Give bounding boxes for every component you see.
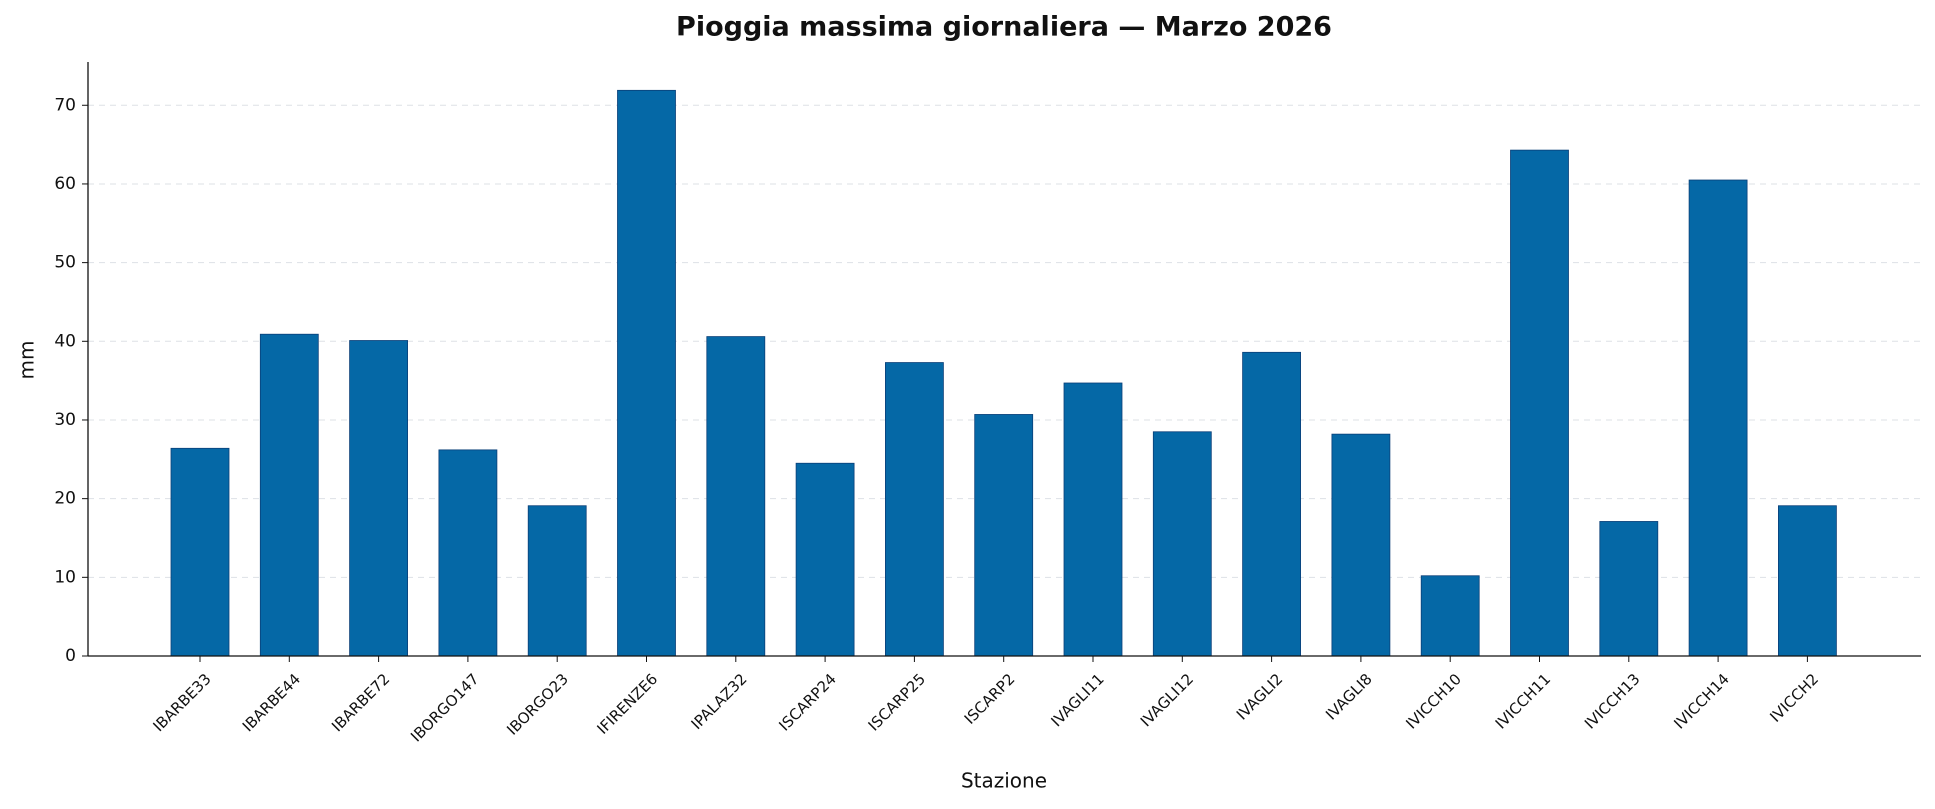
x-tick-label: ISCARP24 (775, 670, 840, 735)
y-tick-label: 30 (54, 410, 76, 430)
bar (1152, 431, 1212, 657)
x-tick-label: IVICCH10 (1402, 670, 1465, 733)
bar (527, 505, 587, 657)
x-tick-label: IVICCH13 (1581, 670, 1644, 733)
bar (1688, 179, 1748, 657)
x-tick-label: IVICCH14 (1670, 670, 1733, 733)
y-axis-label: mm (15, 341, 39, 380)
x-axis-label: Stazione (961, 769, 1047, 793)
bar (259, 333, 319, 657)
bar (974, 414, 1034, 657)
x-tick-label: ISCARP2 (961, 670, 1019, 728)
x-tick-label: IBARBE44 (239, 670, 304, 735)
x-tick-label: IBORGO23 (503, 670, 572, 739)
y-tick-label: 50 (54, 253, 76, 273)
bar (1599, 521, 1659, 657)
x-tick-label: ISCARP25 (865, 670, 930, 735)
bar (1242, 351, 1301, 657)
bar (170, 447, 230, 657)
y-tick-label: 60 (54, 174, 76, 194)
bar (706, 336, 766, 657)
x-tick-label: IBARBE72 (328, 670, 393, 735)
bar (1510, 149, 1569, 657)
bar (1420, 575, 1480, 657)
bar (1778, 505, 1837, 657)
x-tick-label: IBORGO147 (407, 670, 482, 745)
chart-title: Pioggia massima giornaliera — Marzo 2026 (676, 12, 1332, 43)
x-tick-label: IVICCH2 (1766, 670, 1822, 726)
x-tick-label: IBARBE33 (150, 670, 215, 735)
bar (617, 89, 676, 657)
x-tick-label: IVICCH11 (1492, 670, 1555, 733)
y-tick-label: 70 (54, 95, 76, 115)
bar (349, 340, 409, 657)
x-tick-label: IVAGLI11 (1047, 670, 1107, 730)
x-tick-label: IPALAZ32 (688, 670, 751, 733)
x-tick-label: IFIRENZE6 (593, 670, 661, 738)
x-tick-label: IVAGLI12 (1137, 670, 1197, 730)
x-tick-label: IVAGLI2 (1233, 670, 1287, 724)
bar (1063, 382, 1123, 657)
bar (795, 462, 855, 657)
y-tick-label: 0 (65, 646, 76, 666)
y-tick-label: 20 (54, 489, 76, 509)
bar (1331, 433, 1391, 657)
x-tick-label: IVAGLI8 (1322, 670, 1376, 724)
bar (438, 449, 498, 657)
y-tick-label: 10 (54, 567, 76, 587)
bar (885, 362, 944, 657)
y-tick-label: 40 (54, 331, 76, 351)
